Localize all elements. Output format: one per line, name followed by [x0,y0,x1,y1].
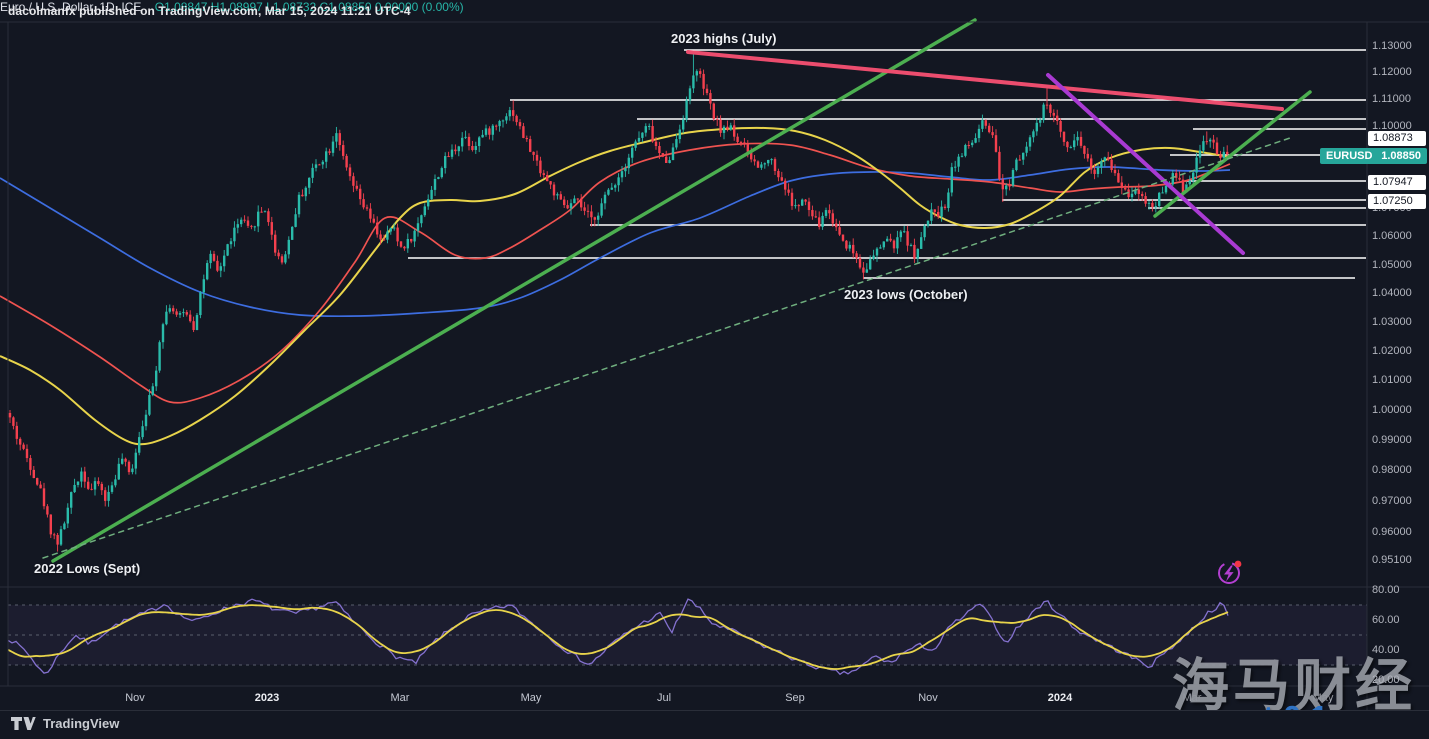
time-axis-month-label: Sep [785,692,805,704]
price-axis-label: 0.98000 [1372,464,1412,477]
flash-icon-circle [1218,562,1240,584]
time-axis[interactable]: Nov 2023 Mar May Jul Sep Nov 2024 Mar May [0,687,1429,710]
time-axis-year-label: 2023 [254,692,280,704]
lightning-bolt-icon [1224,565,1234,582]
main-chart-pane[interactable] [8,22,1367,587]
symbol-price: 1.08850 [1381,150,1421,162]
price-axis-label: 1.06000 [1372,230,1412,243]
price-axis-label: 0.99000 [1372,433,1412,446]
price-axis-label: 1.02000 [1372,344,1412,357]
price-axis-label: 1.00000 [1372,404,1412,416]
publish-bar: dacolmanfx published on TradingView.com,… [0,0,1429,22]
price-level-label: 1.07947 [1368,174,1426,190]
moving-averages [0,126,1231,446]
rsi-axis-label: 80.00 [1372,584,1400,596]
flash-icon[interactable] [1218,560,1242,584]
ma-yellow-line [0,126,1231,446]
price-axis-label: 1.03000 [1372,315,1412,328]
price-axis-label: 1.05000 [1372,258,1412,271]
time-axis-month-label: Nov [125,692,145,704]
ma-blue-line [0,166,1231,318]
price-axis-label: 0.97000 [1372,494,1412,507]
tradingview-logo-icon [11,717,36,730]
footer-bar [0,710,1429,739]
price-level-label: 1.07250 [1368,193,1426,209]
time-axis-month-label: Mar [390,692,410,704]
chart-annotation: 2023 lows (October) [844,287,968,302]
trendline [51,18,977,563]
rsi-ma-line [7,604,1229,670]
price-axis-label: 0.96000 [1372,525,1412,538]
horizontal-levels [408,49,1366,279]
trendline [42,137,1291,559]
trendline [686,50,1284,111]
tradingview-brand-text: TradingView [43,716,120,731]
candlestick-series [8,52,1229,552]
price-axis-label: 1.04000 [1372,287,1412,300]
chart-legend[interactable]: Euro / U.S. Dollar, 1D, ICE O1.08847 H1.… [0,0,1429,14]
time-axis-month-label: May [520,692,542,704]
trendline [1046,73,1245,255]
tradingview-logo[interactable]: TradingView [10,716,119,731]
price-axis-label: 1.10000 [1372,119,1412,132]
price-axis-label: 0.95100 [1372,553,1412,566]
symbol-name: EURUSD [1326,150,1373,162]
trendlines [42,18,1312,563]
price-axis-label: 1.01000 [1372,374,1412,387]
time-axis-month-label: Jul [656,692,672,704]
chart-annotation: 2022 Lows (Sept) [34,561,141,576]
rsi-axis-label: 60.00 [1372,614,1400,626]
current-price-label: EURUSD 1.08850 [1320,148,1427,164]
price-axis-label: 1.13000 [1372,39,1412,52]
publish-text: dacolmanfx published on TradingView.com,… [8,4,411,18]
price-axis-label: 1.12000 [1372,66,1412,79]
rsi-axis-label: 40.00 [1372,644,1400,656]
time-axis-month-label: Mar [1182,692,1202,704]
rsi-pane[interactable] [8,587,1367,686]
price-axis-label: 1.11000 [1372,93,1411,105]
price-level-label: 1.08873 [1368,130,1426,146]
rsi-axis-label: 20.00 [1372,674,1400,686]
legend-symbol: Euro / U.S. Dollar, 1D, ICE [0,0,142,14]
legend-ohlc-values: O1.08847 H1.08997 L1.08732 C1.08850 0.00… [154,0,464,14]
time-axis-month-label: May [1312,692,1334,704]
time-axis-year-label: 2024 [1047,692,1073,704]
chart-annotation: 2023 highs (July) [671,31,777,46]
watermark-chinese: 海马财经 [1172,653,1416,719]
ma-red-line [0,142,1231,404]
time-axis-month-label: Nov [918,692,938,704]
alert-dot [1234,560,1242,568]
